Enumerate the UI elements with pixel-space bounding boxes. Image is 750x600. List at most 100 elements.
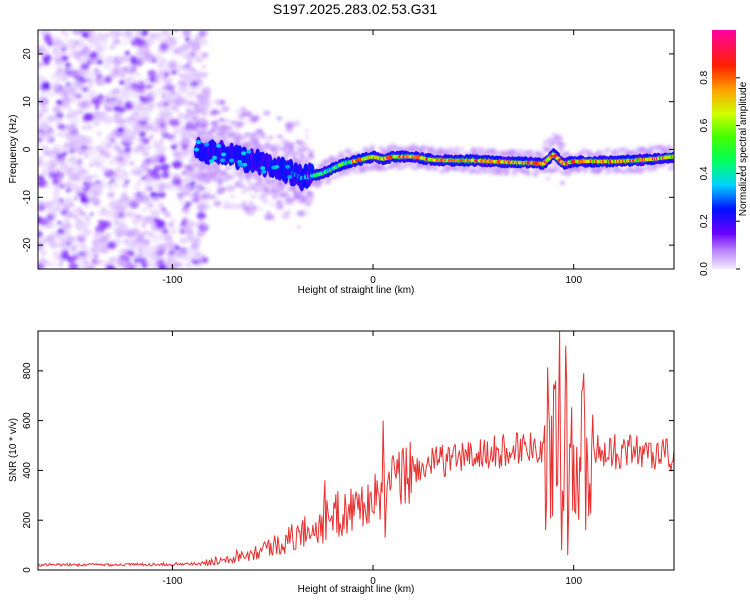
spectrogram-noise-cell bbox=[46, 114, 56, 123]
spectrogram-noise-cell bbox=[46, 136, 53, 142]
spectrogram-halo-cell bbox=[558, 147, 564, 152]
spectrogram-noise-cell bbox=[80, 62, 90, 70]
spectrogram-ridge-core bbox=[274, 164, 280, 169]
spectrogram-noise-cell bbox=[52, 150, 58, 155]
spectrogram-noise-cell bbox=[61, 76, 68, 82]
spectrogram-noise-cell bbox=[55, 99, 63, 106]
spectrogram-noise-cell bbox=[44, 260, 51, 267]
spectrogram-noise-cell bbox=[149, 169, 158, 177]
spectrogram-noise-cell bbox=[158, 182, 167, 189]
spectrogram-noise-cell bbox=[66, 212, 75, 219]
spectrogram-noise-cell bbox=[121, 41, 128, 46]
spectrogram-halo-cell bbox=[498, 171, 504, 176]
spectrogram-halo-cell bbox=[288, 147, 295, 152]
spectrogram-noise-cell bbox=[139, 145, 146, 151]
snr-x-tick-label: -100 bbox=[162, 576, 182, 587]
spectrogram-halo-cell bbox=[504, 171, 510, 176]
spectrogram-noise-cell bbox=[100, 110, 105, 115]
spectrogram-noise-cell bbox=[120, 91, 130, 100]
spectrogram-noise-cell bbox=[76, 219, 85, 226]
spectrogram-noise-cell bbox=[79, 244, 88, 252]
spectrogram-noise-cell bbox=[85, 217, 90, 221]
spectrogram-noise-cell bbox=[91, 258, 97, 264]
spectrogram-noise-cell bbox=[139, 46, 144, 51]
spectrogram-noise-cell bbox=[88, 51, 98, 59]
spectrogram-scatter-cell bbox=[211, 120, 216, 125]
spectrogram-noise-cell bbox=[142, 207, 147, 212]
spectrogram-noise-cell bbox=[99, 220, 110, 229]
spectrogram-noise-cell bbox=[38, 204, 46, 212]
spectrogram-noise-cell bbox=[158, 77, 163, 81]
spectrogram-noise-cell bbox=[167, 221, 175, 228]
spectrogram-scatter-cell bbox=[189, 133, 194, 137]
colorbar-tick-label: 0.8 bbox=[699, 70, 710, 84]
spectrogram-noise-cell bbox=[38, 137, 43, 143]
spectrogram-noise-cell bbox=[139, 30, 149, 37]
spectrogram-noise-cell bbox=[85, 77, 93, 84]
spectrogram-halo-cell bbox=[352, 170, 358, 175]
spectrogram-noise-cell bbox=[135, 169, 143, 176]
spectrogram-noise-cell bbox=[131, 78, 137, 83]
spectrogram-noise-cell bbox=[52, 178, 60, 185]
spectrogram-noise-cell bbox=[118, 223, 128, 232]
spectrogram-noise-cell bbox=[58, 262, 64, 267]
spectrogram-halo-cell bbox=[285, 140, 291, 145]
spectrogram-noise-cell bbox=[40, 160, 50, 169]
spectrogram-halo-cell bbox=[545, 176, 551, 181]
spectrogram-noise-cell bbox=[155, 80, 161, 85]
spectrogram-noise-cell bbox=[147, 134, 155, 140]
spectrogram-noise-cell bbox=[168, 39, 177, 47]
spectrogram-noise-cell bbox=[162, 228, 169, 235]
spectrogram-scatter-cell bbox=[234, 108, 242, 114]
spectrogram-halo-cell bbox=[275, 143, 281, 148]
spectrogram-noise-cell bbox=[178, 112, 185, 118]
spectrogram-ridge-core bbox=[221, 152, 227, 157]
spectrogram-noise-cell bbox=[103, 76, 112, 84]
spectrogram-halo-cell bbox=[414, 145, 420, 150]
spectrogram-halo-cell bbox=[298, 158, 304, 163]
spectrogram-noise-cell bbox=[180, 65, 187, 70]
spectrogram-noise-cell bbox=[145, 246, 154, 253]
spectrogram-noise-cell bbox=[92, 110, 101, 117]
spectrogram-noise-cell bbox=[151, 93, 157, 98]
spectrogram-scatter-cell bbox=[297, 210, 306, 217]
spectrogram-noise-cell bbox=[56, 228, 65, 235]
spectrogram-noise-cell bbox=[178, 73, 185, 79]
spectrogram-scatter-cell bbox=[227, 203, 234, 210]
spectrogram-noise-cell bbox=[138, 116, 145, 121]
spectrogram-noise-cell bbox=[124, 50, 131, 56]
spectrogram-noise-cell bbox=[83, 112, 94, 122]
spectrogram-noise-cell bbox=[147, 219, 152, 223]
spectrogram-noise-cell bbox=[178, 263, 184, 268]
spectrogram-noise-cell bbox=[54, 193, 60, 198]
spectrogram-scatter-cell bbox=[195, 93, 203, 100]
spectrogram-noise-cell bbox=[157, 202, 165, 209]
spectrogram-noise-cell bbox=[146, 231, 151, 235]
spectrogram-halo-cell bbox=[433, 166, 439, 171]
spectrogram-noise-cell bbox=[94, 254, 99, 259]
spectrogram-noise-cell bbox=[100, 99, 106, 104]
spectrogram-noise-cell bbox=[169, 118, 180, 127]
spectrogram-noise-cell bbox=[172, 128, 181, 135]
spectrogram-noise-cell bbox=[108, 160, 114, 165]
spectrogram-noise-cell bbox=[178, 237, 188, 245]
spectrogram-halo-cell bbox=[204, 121, 210, 126]
spectrogram-halo-cell bbox=[264, 177, 271, 182]
spectrogram-noise-cell bbox=[147, 251, 158, 261]
spectrogram-noise-cell bbox=[62, 37, 68, 42]
spectrogram-noise-cell bbox=[73, 196, 78, 201]
spectrogram-noise-cell bbox=[151, 58, 157, 63]
spectrogram-halo-cell bbox=[529, 153, 535, 158]
spectrogram-y-tick-label: -20 bbox=[22, 237, 33, 252]
spectrogram-scatter-cell bbox=[297, 225, 301, 229]
spectrogram-noise-cell bbox=[141, 238, 151, 247]
spectrogram-noise-cell bbox=[58, 243, 65, 249]
spectrogram-noise-cell bbox=[136, 234, 145, 242]
spectrogram-scatter-cell bbox=[243, 118, 251, 125]
spectrogram-noise-cell bbox=[86, 121, 92, 126]
spectrogram-noise-cell bbox=[38, 225, 43, 231]
spectrogram-noise-cell bbox=[156, 87, 166, 95]
spectrogram-noise-cell bbox=[202, 223, 208, 229]
spectrogram-halo-cell bbox=[558, 136, 564, 141]
spectrogram-halo-cell bbox=[282, 144, 289, 149]
